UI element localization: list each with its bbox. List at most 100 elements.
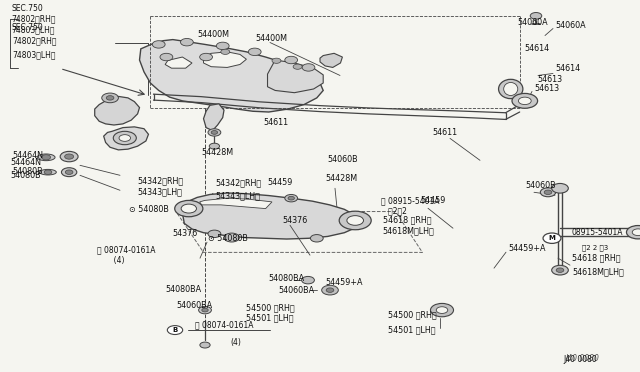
Circle shape — [61, 168, 77, 177]
Circle shape — [310, 235, 323, 242]
Text: 54343〈LH〉: 54343〈LH〉 — [215, 192, 260, 201]
Text: 54400M: 54400M — [197, 29, 229, 39]
Circle shape — [512, 93, 538, 108]
Text: 54500 〈RH〉
54501 〈LH〉: 54500 〈RH〉 54501 〈LH〉 — [246, 303, 295, 322]
Circle shape — [198, 307, 211, 314]
Circle shape — [322, 285, 339, 295]
Text: 54080B: 54080B — [13, 167, 44, 176]
Circle shape — [200, 342, 210, 348]
Text: Ⓜ 08915-5401A
   ㈷2㈷2: Ⓜ 08915-5401A ㈷2㈷2 — [381, 196, 440, 215]
Text: ⊙ 54080B: ⊙ 54080B — [129, 205, 169, 214]
Text: 54428M: 54428M — [202, 148, 234, 157]
Text: 54459: 54459 — [420, 196, 445, 205]
Circle shape — [627, 225, 640, 239]
Circle shape — [119, 135, 131, 141]
Circle shape — [285, 56, 298, 64]
Text: 54618 〈RH〉: 54618 〈RH〉 — [572, 254, 621, 263]
Text: 54080BA: 54080BA — [165, 285, 201, 294]
Circle shape — [221, 49, 230, 54]
Polygon shape — [320, 53, 342, 67]
Text: J40 0080: J40 0080 — [565, 353, 599, 363]
Polygon shape — [204, 52, 246, 67]
Text: (4): (4) — [230, 337, 241, 347]
Circle shape — [518, 97, 531, 105]
Text: 74802〈RH〉: 74802〈RH〉 — [12, 37, 56, 46]
Circle shape — [180, 38, 193, 46]
Text: 54611: 54611 — [432, 128, 457, 137]
Circle shape — [175, 201, 203, 217]
Text: M: M — [548, 235, 556, 241]
Ellipse shape — [40, 169, 56, 175]
Polygon shape — [140, 39, 323, 112]
Text: 08915-5401A: 08915-5401A — [572, 228, 623, 237]
Text: Ⓑ 08074-0161A
       (4): Ⓑ 08074-0161A (4) — [97, 245, 156, 265]
Circle shape — [65, 154, 74, 159]
Circle shape — [102, 93, 118, 103]
Text: ㈷2 2 ㈷3: ㈷2 2 ㈷3 — [582, 245, 608, 251]
Text: 54376: 54376 — [173, 229, 198, 238]
Text: 54614: 54614 — [525, 44, 550, 53]
Circle shape — [248, 48, 261, 55]
Text: Ⓑ 08074-0161A: Ⓑ 08074-0161A — [195, 321, 253, 330]
Text: 54060BA: 54060BA — [176, 301, 212, 310]
Text: 54611: 54611 — [264, 118, 289, 127]
Circle shape — [339, 211, 371, 230]
Circle shape — [152, 41, 165, 48]
Circle shape — [113, 131, 136, 145]
Text: 54342〈RH〉: 54342〈RH〉 — [215, 179, 261, 188]
Circle shape — [436, 307, 448, 314]
Circle shape — [200, 53, 212, 61]
Text: J40 0080: J40 0080 — [563, 355, 597, 363]
Polygon shape — [268, 60, 323, 93]
Circle shape — [431, 304, 454, 317]
Circle shape — [552, 265, 568, 275]
Circle shape — [181, 204, 196, 213]
Circle shape — [202, 308, 208, 312]
Circle shape — [530, 13, 541, 19]
Circle shape — [543, 233, 561, 243]
Polygon shape — [95, 96, 140, 125]
Circle shape — [540, 188, 556, 197]
Ellipse shape — [37, 154, 55, 161]
Polygon shape — [200, 198, 272, 209]
Text: 54342〈RH〉
54343〈LH〉: 54342〈RH〉 54343〈LH〉 — [138, 177, 184, 196]
Circle shape — [544, 190, 552, 195]
Text: 54400M: 54400M — [255, 34, 287, 43]
Circle shape — [301, 276, 314, 284]
Circle shape — [60, 151, 78, 162]
Text: SEC.750
74802〈RH〉
74803〈LH〉: SEC.750 74802〈RH〉 74803〈LH〉 — [12, 4, 56, 34]
Text: 54080BA: 54080BA — [268, 274, 304, 283]
Circle shape — [302, 64, 315, 71]
Text: 54459: 54459 — [268, 178, 293, 187]
Text: 54613: 54613 — [538, 75, 563, 84]
Text: 54613: 54613 — [534, 84, 559, 93]
Circle shape — [65, 170, 73, 174]
Text: 54060B: 54060B — [525, 181, 556, 190]
Text: ⊙ 54080B: ⊙ 54080B — [208, 234, 248, 243]
Text: B: B — [172, 327, 178, 333]
Circle shape — [167, 326, 182, 334]
Polygon shape — [182, 193, 360, 239]
Text: 54459+A: 54459+A — [325, 278, 363, 286]
Text: 54060BA: 54060BA — [278, 286, 314, 295]
Circle shape — [160, 53, 173, 61]
Text: 54060B: 54060B — [328, 155, 358, 164]
Circle shape — [211, 131, 218, 134]
Text: 54464N: 54464N — [10, 158, 41, 167]
Circle shape — [288, 196, 294, 200]
Text: 54464N: 54464N — [13, 151, 44, 160]
Circle shape — [556, 268, 564, 272]
Circle shape — [272, 58, 281, 63]
Circle shape — [209, 143, 220, 149]
Text: 54060A: 54060A — [517, 18, 548, 28]
Circle shape — [44, 170, 52, 174]
Text: SEC.750: SEC.750 — [12, 23, 44, 32]
Circle shape — [293, 64, 302, 69]
Circle shape — [216, 42, 229, 49]
Text: 54376: 54376 — [282, 216, 307, 225]
Circle shape — [347, 216, 364, 225]
Polygon shape — [204, 104, 224, 131]
Text: 54080B: 54080B — [10, 171, 40, 180]
Text: 54618 〈RH〉
54618M〈LH〉: 54618 〈RH〉 54618M〈LH〉 — [383, 216, 435, 235]
Polygon shape — [104, 127, 148, 150]
